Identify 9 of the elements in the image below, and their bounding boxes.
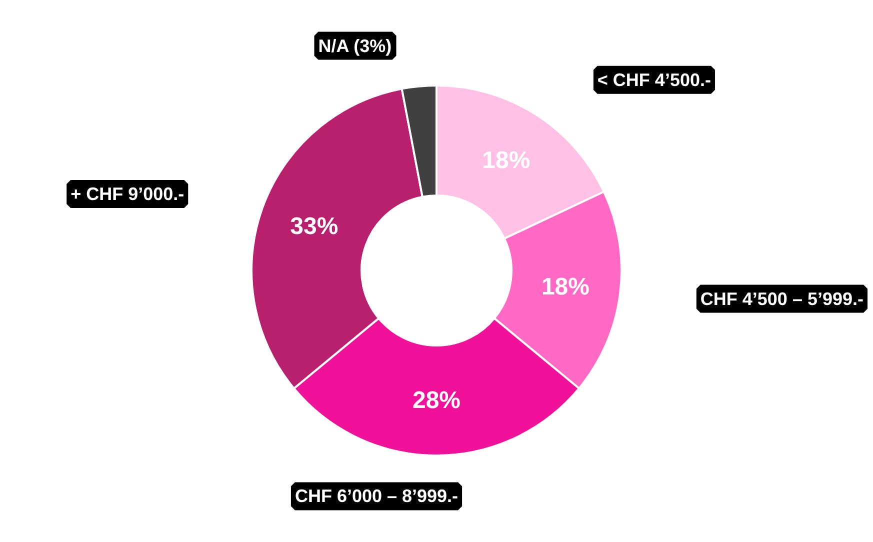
slice-label: < CHF 4’500.- (597, 70, 711, 90)
slice-label: CHF 4’500 – 5’999.- (700, 288, 864, 309)
data-label: 18% (541, 273, 590, 300)
data-label: 28% (412, 387, 461, 414)
slice-label: + CHF 9’000.- (70, 184, 184, 204)
data-label: 18% (482, 147, 530, 174)
slice-label: N/A (3%) (318, 36, 392, 56)
slice-label: CHF 6’000 – 8’999.- (294, 486, 458, 506)
data-label: 33% (290, 212, 338, 240)
